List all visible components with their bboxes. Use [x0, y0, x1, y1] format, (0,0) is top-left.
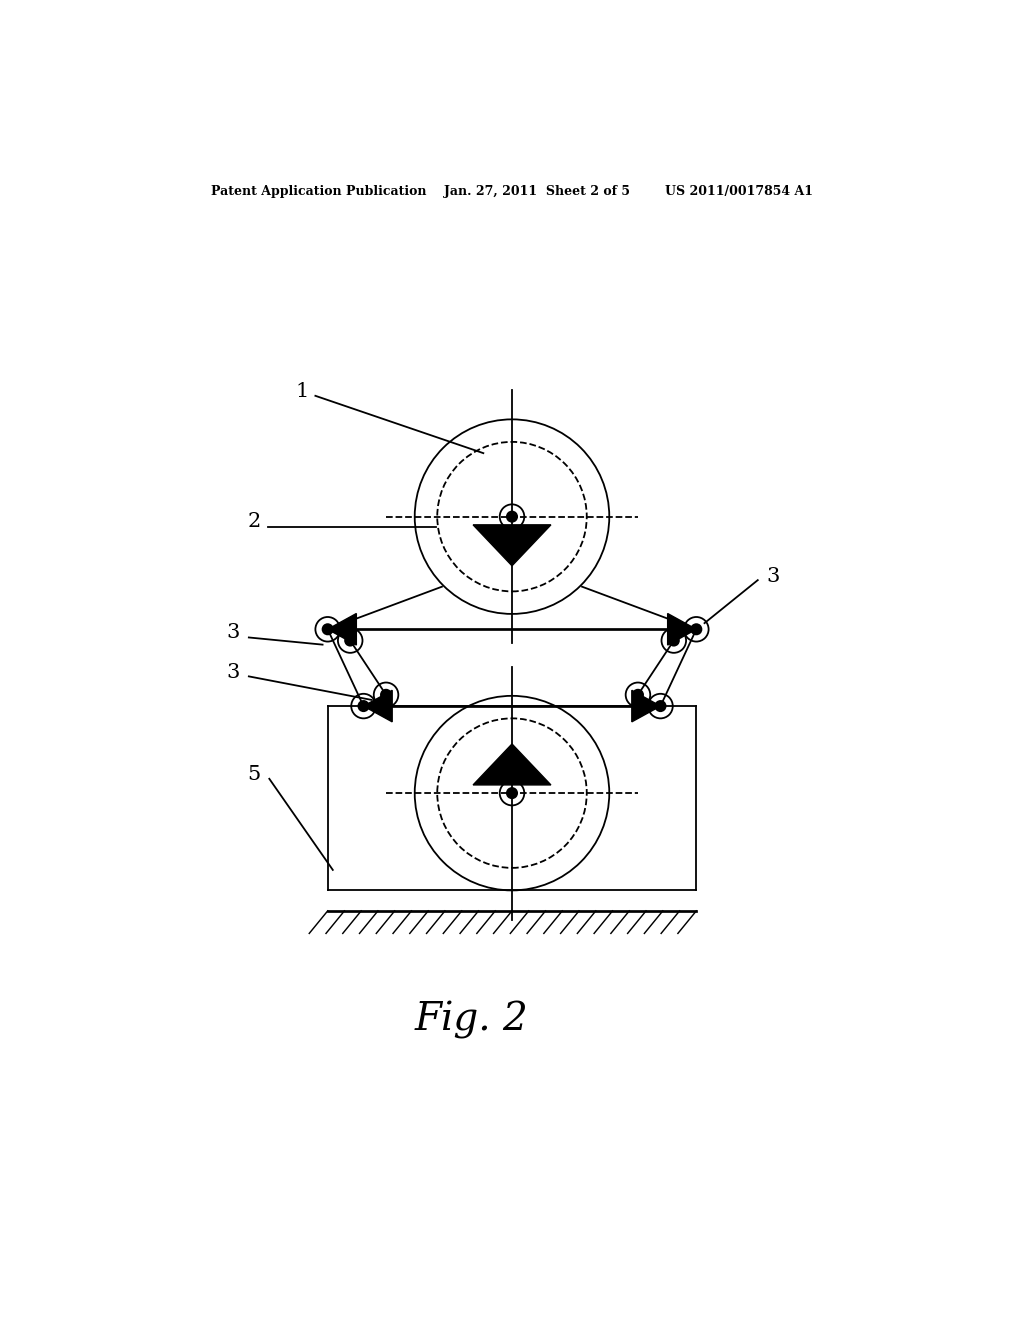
Polygon shape: [328, 614, 356, 645]
Polygon shape: [473, 744, 551, 785]
Circle shape: [669, 635, 679, 645]
Text: 5: 5: [248, 766, 260, 784]
Text: 2: 2: [248, 512, 260, 531]
Text: Patent Application Publication    Jan. 27, 2011  Sheet 2 of 5        US 2011/001: Patent Application Publication Jan. 27, …: [211, 185, 813, 198]
Text: 3: 3: [226, 623, 241, 642]
Circle shape: [507, 512, 517, 521]
Circle shape: [358, 701, 369, 711]
Text: 3: 3: [226, 663, 241, 682]
Circle shape: [345, 635, 355, 645]
Circle shape: [323, 624, 333, 635]
Polygon shape: [473, 525, 551, 566]
Text: 3: 3: [766, 566, 780, 586]
Text: Fig. 2: Fig. 2: [414, 1002, 528, 1039]
Text: 1: 1: [295, 383, 309, 401]
Circle shape: [691, 624, 701, 635]
Circle shape: [633, 689, 643, 700]
Circle shape: [381, 689, 391, 700]
Circle shape: [655, 701, 666, 711]
Polygon shape: [632, 690, 660, 722]
Polygon shape: [364, 690, 392, 722]
Polygon shape: [668, 614, 696, 645]
Circle shape: [507, 788, 517, 799]
